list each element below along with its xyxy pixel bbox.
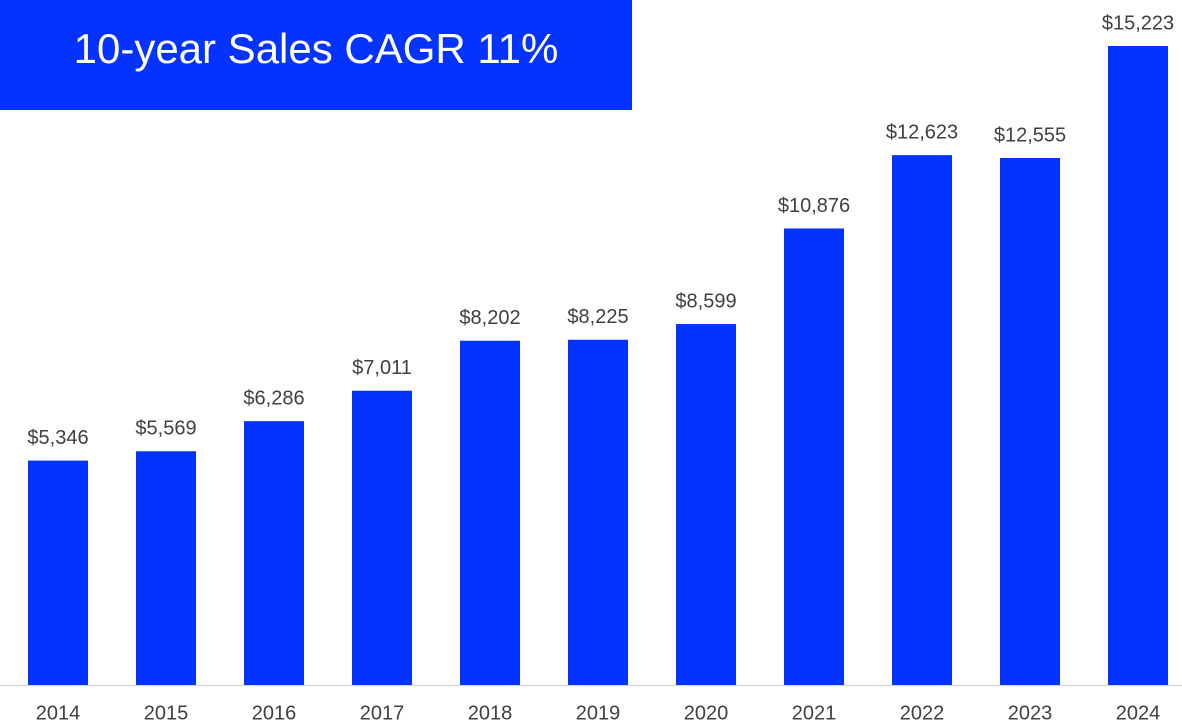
value-label: $8,225 [567, 306, 628, 328]
value-label: $12,555 [994, 124, 1066, 146]
bar [892, 155, 952, 686]
title-box [0, 0, 632, 110]
value-label: $6,286 [243, 387, 304, 409]
x-tick-label: 2015 [144, 702, 189, 724]
x-tick-label: 2016 [252, 702, 297, 724]
value-label: $12,623 [886, 121, 958, 143]
bar [568, 339, 628, 685]
bar [352, 390, 412, 685]
value-label: $7,011 [352, 357, 412, 379]
x-tick-label: 2019 [576, 702, 621, 724]
bar [1108, 46, 1168, 685]
value-label: $5,569 [135, 418, 196, 440]
x-tick-label: 2017 [360, 702, 405, 724]
value-label: $5,346 [27, 427, 88, 449]
bar [460, 340, 520, 685]
bar [136, 451, 196, 685]
x-tick-label: 2022 [900, 702, 945, 724]
x-tick-label: 2020 [684, 702, 729, 724]
bar [1000, 157, 1060, 686]
bar [784, 228, 844, 685]
value-label: $10,876 [778, 195, 850, 217]
bar [676, 324, 736, 685]
x-tick-label: 2024 [1116, 702, 1161, 724]
value-label: $8,599 [675, 290, 736, 312]
x-tick-label: 2023 [1008, 702, 1053, 724]
x-tick-label: 2018 [468, 702, 513, 724]
value-label: $15,223 [1102, 12, 1174, 34]
bar [244, 421, 304, 685]
value-label: $8,202 [459, 307, 520, 329]
x-tick-label: 2021 [792, 702, 837, 724]
chart-title: 10-year Sales CAGR 11% [74, 25, 559, 72]
bar [28, 460, 88, 685]
x-tick-label: 2014 [36, 702, 81, 724]
